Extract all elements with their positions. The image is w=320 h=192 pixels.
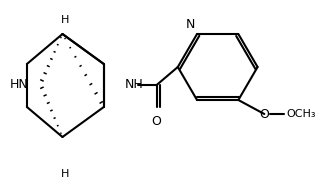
Text: N: N — [186, 18, 195, 31]
Text: OCH₃: OCH₃ — [286, 109, 316, 119]
Text: H: H — [61, 15, 69, 25]
Text: NH: NH — [125, 79, 144, 92]
Text: O: O — [152, 115, 162, 128]
Text: O: O — [260, 108, 269, 121]
Text: HN: HN — [10, 78, 29, 90]
Text: H: H — [61, 169, 69, 179]
